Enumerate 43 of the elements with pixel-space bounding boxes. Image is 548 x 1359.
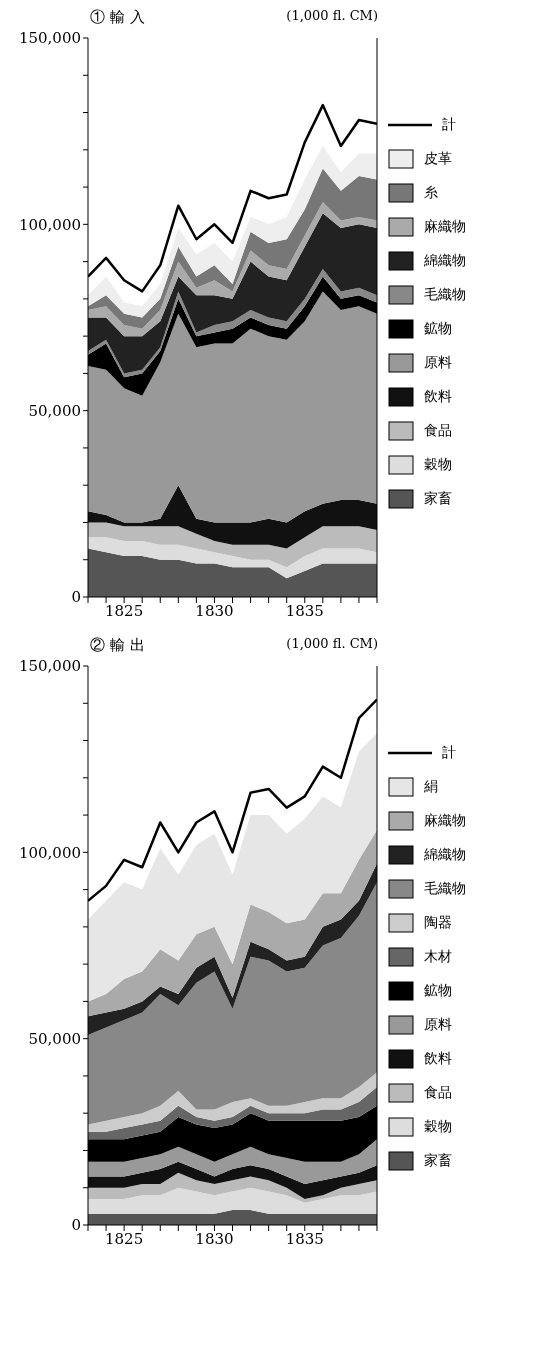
- chart-subtitle: (1,000 fl. CM): [286, 8, 378, 25]
- x-tick-label: 1835: [285, 1229, 324, 1248]
- legend-label: 計: [442, 116, 456, 134]
- legend-label: 鉱物: [424, 982, 452, 1000]
- y-tick-label: 150,000: [18, 29, 81, 48]
- x-tick-label: 1830: [195, 601, 234, 620]
- legend-label: 皮革: [424, 150, 452, 168]
- legend-label: 家畜: [424, 490, 452, 508]
- x-tick-label: 1830: [195, 1229, 234, 1248]
- legend-label: 穀物: [424, 456, 452, 474]
- legend-label: 食品: [424, 422, 452, 440]
- legend-label: 毛織物: [424, 286, 466, 304]
- legend-label: 陶器: [424, 914, 452, 932]
- chart-title: ② 輸 出: [90, 636, 145, 656]
- legend-label: 糸: [424, 184, 438, 202]
- x-tick-label: 1825: [105, 1229, 144, 1248]
- y-tick-label: 0: [71, 1216, 81, 1235]
- legend-label: 鉱物: [424, 320, 452, 338]
- y-tick-label: 100,000: [18, 843, 81, 862]
- y-tick-label: 150,000: [18, 657, 81, 676]
- legend-label: 木材: [424, 948, 452, 966]
- x-tick-label: 1835: [285, 601, 324, 620]
- legend-label: 絹: [424, 778, 438, 796]
- y-tick-label: 0: [71, 588, 81, 607]
- y-tick-label: 50,000: [28, 401, 81, 420]
- legend-label: 計: [442, 744, 456, 762]
- chart-subtitle: (1,000 fl. CM): [286, 636, 378, 653]
- legend-label: 毛織物: [424, 880, 466, 898]
- legend-label: 綿織物: [424, 252, 466, 270]
- legend-label: 原料: [424, 354, 452, 372]
- legend-label: 原料: [424, 1016, 452, 1034]
- legend-label: 飲料: [424, 1050, 452, 1068]
- x-tick-label: 1825: [105, 601, 144, 620]
- y-tick-label: 100,000: [18, 215, 81, 234]
- chart-title: ① 輸 入: [90, 8, 145, 28]
- legend-label: 食品: [424, 1084, 452, 1102]
- legend-label: 穀物: [424, 1118, 452, 1136]
- legend-label: 飲料: [424, 388, 452, 406]
- y-tick-label: 50,000: [28, 1029, 81, 1048]
- legend-label: 家畜: [424, 1152, 452, 1170]
- legend-label: 綿織物: [424, 846, 466, 864]
- legend-label: 麻織物: [424, 218, 466, 236]
- legend-label: 麻織物: [424, 812, 466, 830]
